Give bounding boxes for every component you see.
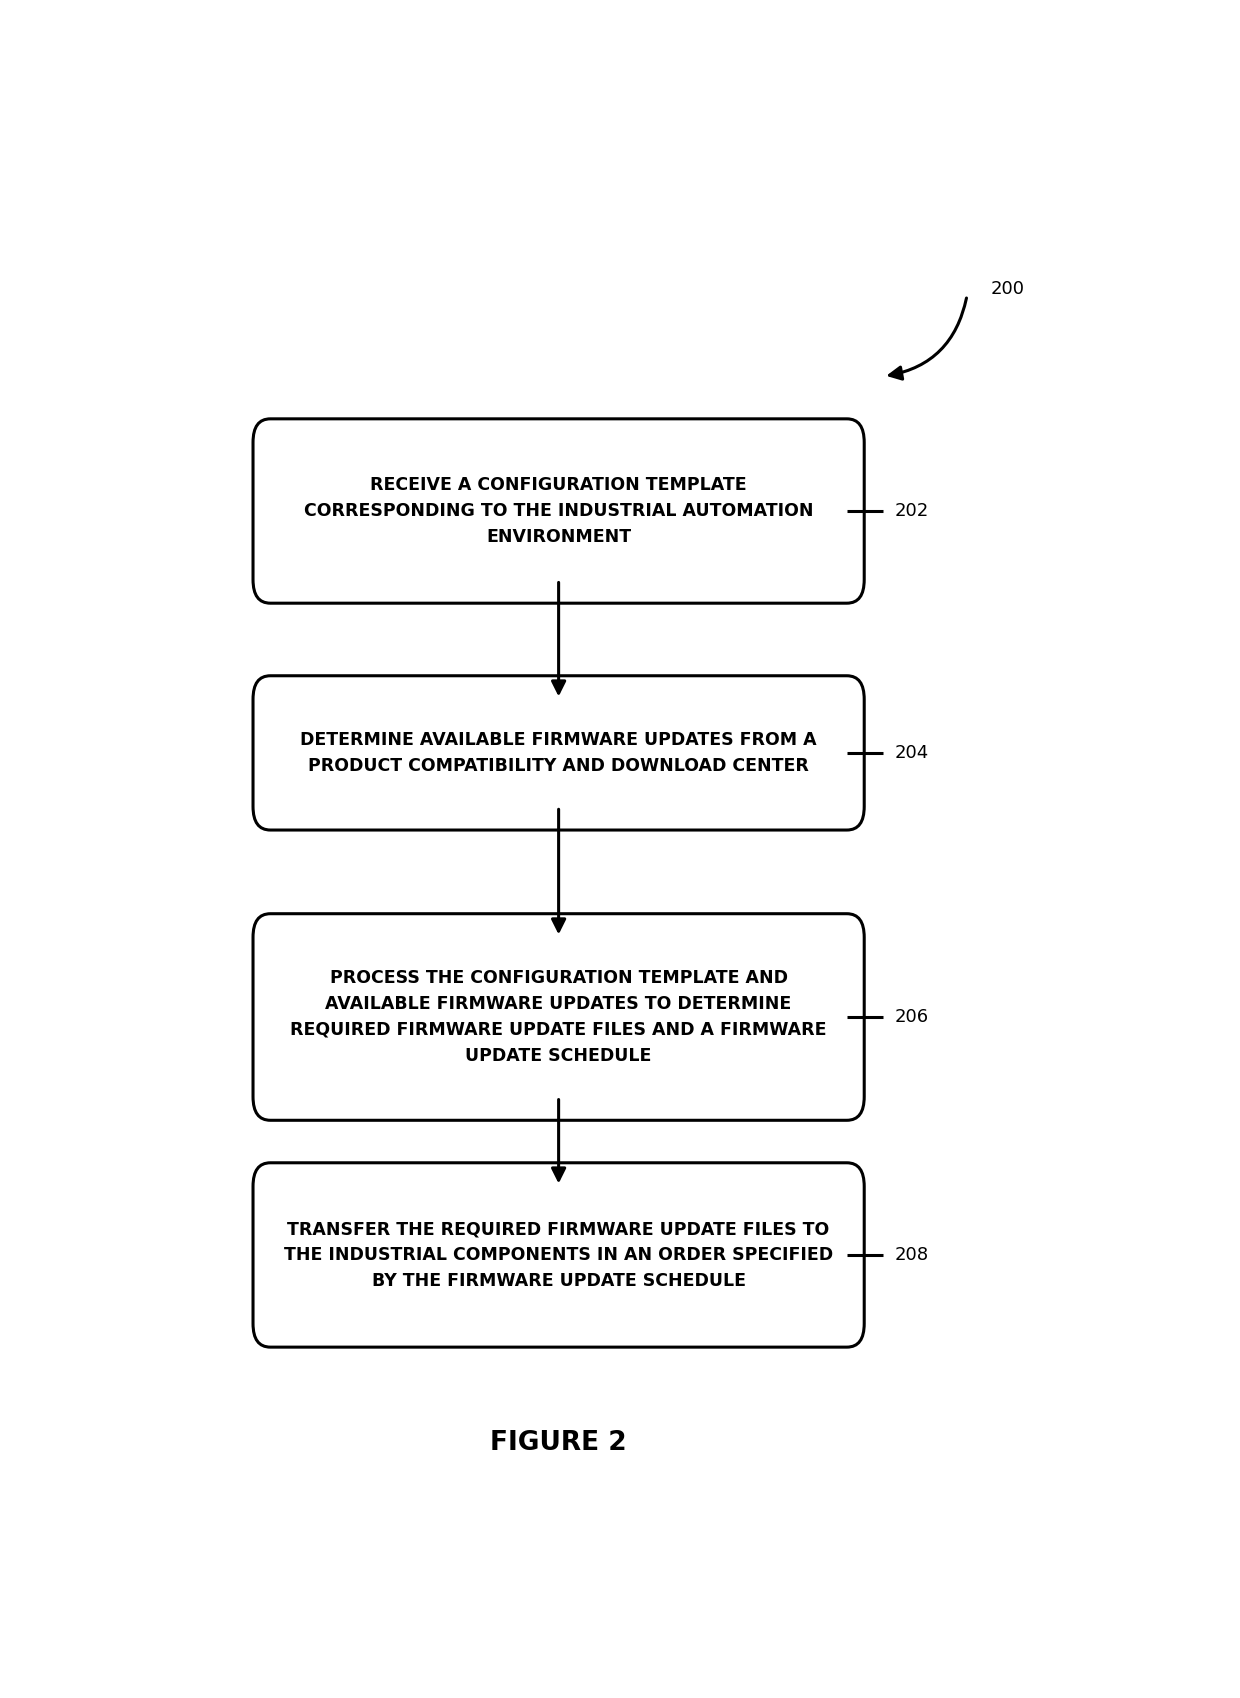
Text: 208: 208	[895, 1246, 929, 1263]
Text: 202: 202	[895, 503, 929, 520]
Text: RECEIVE A CONFIGURATION TEMPLATE
CORRESPONDING TO THE INDUSTRIAL AUTOMATION
ENVI: RECEIVE A CONFIGURATION TEMPLATE CORRESP…	[304, 477, 813, 545]
Text: 200: 200	[991, 280, 1025, 297]
Text: DETERMINE AVAILABLE FIRMWARE UPDATES FROM A
PRODUCT COMPATIBILITY AND DOWNLOAD C: DETERMINE AVAILABLE FIRMWARE UPDATES FRO…	[300, 732, 817, 774]
Text: TRANSFER THE REQUIRED FIRMWARE UPDATE FILES TO
THE INDUSTRIAL COMPONENTS IN AN O: TRANSFER THE REQUIRED FIRMWARE UPDATE FI…	[284, 1221, 833, 1290]
FancyBboxPatch shape	[253, 914, 864, 1121]
Text: 204: 204	[895, 744, 929, 762]
Text: PROCESS THE CONFIGURATION TEMPLATE AND
AVAILABLE FIRMWARE UPDATES TO DETERMINE
R: PROCESS THE CONFIGURATION TEMPLATE AND A…	[290, 970, 827, 1065]
FancyBboxPatch shape	[253, 419, 864, 603]
FancyBboxPatch shape	[253, 1163, 864, 1347]
Text: FIGURE 2: FIGURE 2	[490, 1430, 627, 1457]
FancyArrowPatch shape	[889, 299, 966, 379]
FancyBboxPatch shape	[253, 676, 864, 830]
Text: 206: 206	[895, 1009, 929, 1026]
